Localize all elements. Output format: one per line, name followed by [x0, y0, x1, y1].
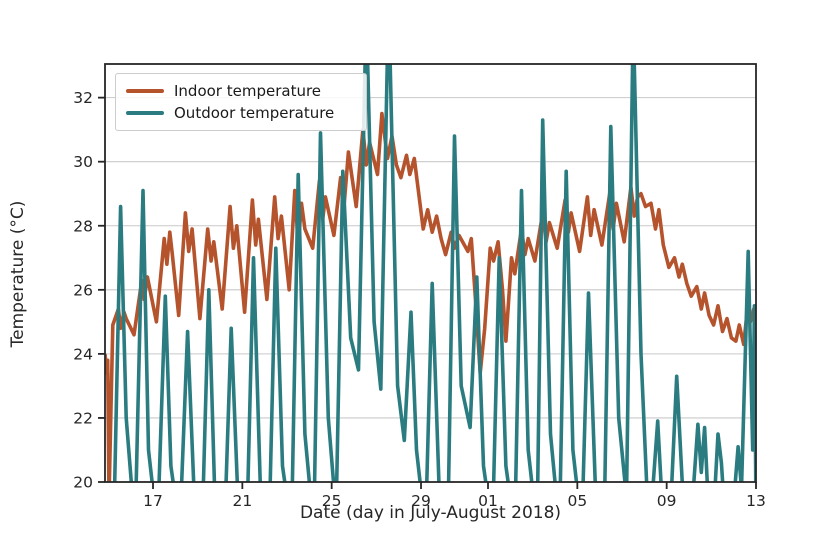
y-tick-label: 26	[73, 281, 93, 299]
plot-border	[104, 63, 757, 483]
y-tick-label: 22	[73, 409, 93, 427]
x-tick-label: 01	[478, 492, 498, 510]
x-axis-label: Date (day in July-August 2018)	[299, 503, 562, 523]
legend-label-outdoor: Outdoor temperature	[174, 103, 335, 122]
x-tick-label: 05	[567, 492, 587, 510]
y-tick-label: 24	[73, 345, 93, 363]
y-tick-label: 30	[73, 153, 93, 171]
y-tick-label: 32	[73, 89, 93, 107]
y-tick-label: 20	[73, 474, 93, 492]
x-tick-label: 17	[143, 492, 163, 510]
x-tick-label: 09	[657, 492, 677, 510]
legend-item-indoor: Indoor temperature	[126, 81, 356, 100]
indoor-line-swatch	[126, 88, 164, 94]
x-tick-label: 21	[232, 492, 252, 510]
legend-label-indoor: Indoor temperature	[174, 81, 322, 100]
x-tick-label: 13	[746, 492, 766, 510]
y-axis-label: Temperature (°C)	[8, 200, 28, 348]
y-tick-label: 28	[73, 217, 93, 235]
outdoor-line-swatch	[126, 110, 164, 116]
legend: Indoor temperature Outdoor temperature	[115, 73, 367, 131]
x-tick-label: 25	[322, 492, 342, 510]
indoor-temperature-line	[105, 111, 756, 482]
outdoor-temperature-line	[112, 64, 756, 482]
x-tick-label: 29	[411, 492, 431, 510]
legend-item-outdoor: Outdoor temperature	[126, 103, 356, 122]
